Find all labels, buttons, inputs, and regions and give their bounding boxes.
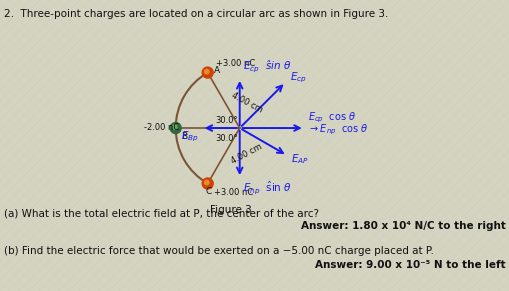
Text: $E_{cp}$  $\mathregular{\hat{s}}$in $\theta$: $E_{cp}$ $\mathregular{\hat{s}}$in $\the… [242, 58, 291, 74]
Circle shape [204, 180, 209, 185]
Circle shape [202, 178, 213, 189]
Text: -2.00 nC: -2.00 nC [144, 123, 179, 132]
Text: (a) What is the total electric field at P, the center of the arc?: (a) What is the total electric field at … [4, 208, 318, 218]
Text: (b) Find the electric force that would be exerted on a −5.00 nC charge placed at: (b) Find the electric force that would b… [4, 246, 433, 256]
Text: A: A [213, 66, 219, 75]
Text: 4.00 cm: 4.00 cm [229, 91, 263, 114]
Text: 2.  Three-point charges are located on a circular arc as shown in Figure 3.: 2. Three-point charges are located on a … [4, 9, 388, 19]
Text: $E_{cp}$: $E_{cp}$ [289, 71, 306, 85]
Circle shape [202, 67, 213, 78]
Text: +3.00 nC: +3.00 nC [215, 59, 254, 68]
Circle shape [172, 125, 177, 129]
Text: $\rightarrow$$E_{np}$  cos $\theta$: $\rightarrow$$E_{np}$ cos $\theta$ [307, 123, 367, 137]
Text: Figure 3: Figure 3 [209, 205, 251, 215]
Text: Answer: 9.00 x 10⁻⁵ N to the left: Answer: 9.00 x 10⁻⁵ N to the left [315, 260, 505, 270]
Circle shape [204, 69, 209, 74]
Circle shape [170, 123, 181, 134]
Text: $E_{np}$  $\mathregular{\hat{s}}$in $\theta$: $E_{np}$ $\mathregular{\hat{s}}$in $\the… [242, 180, 291, 196]
Text: 30.0°: 30.0° [215, 134, 238, 143]
Text: $E_{Bp}$: $E_{Bp}$ [181, 130, 199, 144]
Text: 4.00 cm: 4.00 cm [229, 142, 263, 166]
Text: $E_{AP}$: $E_{AP}$ [291, 153, 308, 166]
Text: Answer: 1.80 x 10⁴ N/C to the right: Answer: 1.80 x 10⁴ N/C to the right [300, 221, 505, 231]
Text: B: B [180, 132, 186, 141]
Text: $E_{cp}$  cos $\theta$: $E_{cp}$ cos $\theta$ [307, 111, 355, 125]
Text: 30.0°: 30.0° [215, 116, 238, 125]
Text: C: C [205, 187, 212, 196]
Text: +3.00 nC: +3.00 nC [213, 188, 252, 197]
